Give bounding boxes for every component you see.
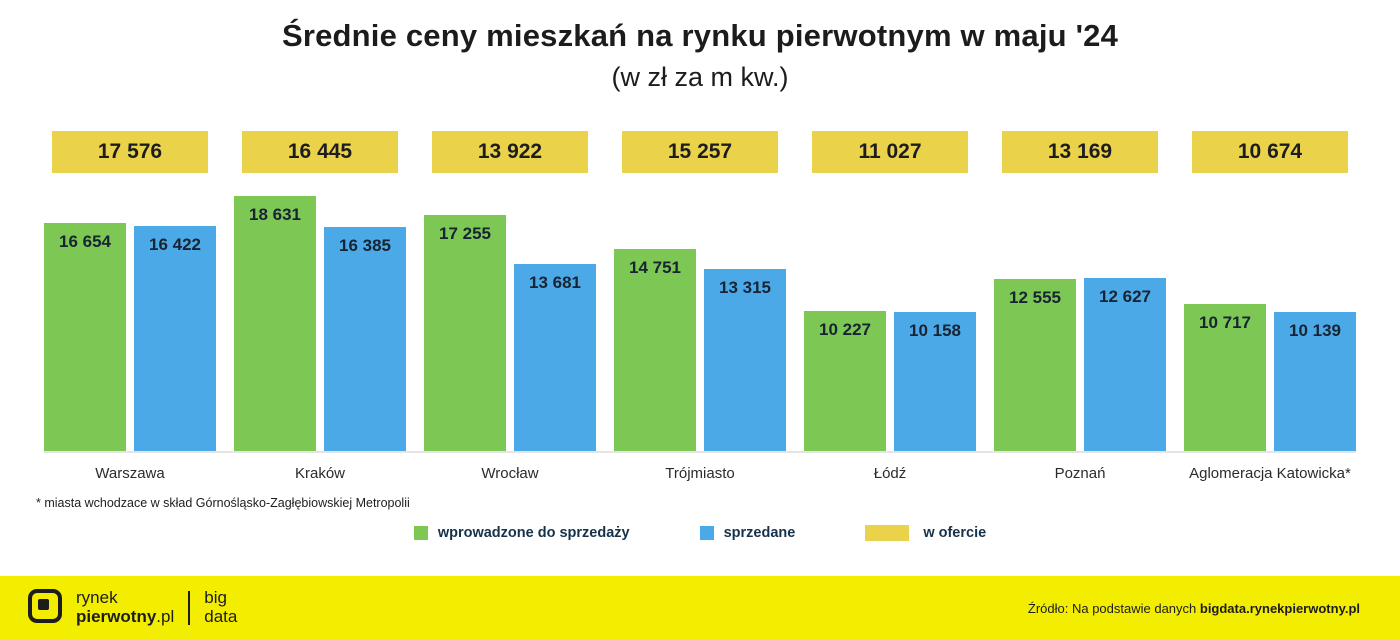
bar-pair: 17 255 13 681	[424, 173, 596, 451]
legend-item-sold: sprzedane	[699, 525, 796, 541]
bar-value-label: 17 255	[439, 224, 491, 243]
offer-badge: 17 576	[52, 131, 208, 173]
source-prefix: Źródło: Na podstawie danych	[1027, 600, 1200, 616]
chart-groups: 17 576 16 654 16 422 16 445 18 631 16 385 13 9…	[44, 131, 1356, 451]
legend-label-offer: w ofercie	[923, 525, 987, 541]
bar-introduced: 10 227	[804, 311, 886, 451]
category-label: Poznań	[1054, 465, 1106, 482]
chart-subtitle: (w zł za m kw.)	[611, 62, 789, 92]
bar-value-label: 16 385	[339, 236, 391, 255]
brand-name: rynek pierwotny.pl	[76, 588, 175, 626]
bigdata-line1: big	[204, 588, 227, 608]
chart-group: 10 674 10 717 10 139	[1184, 131, 1356, 451]
category-label: Wrocław	[481, 465, 539, 482]
bar-value-label: 10 717	[1199, 313, 1251, 332]
bar-value-label: 10 158	[909, 321, 961, 340]
brand-logo: rynek pierwotny.pl big data	[28, 588, 238, 628]
bar-pair: 18 631 16 385	[234, 173, 406, 451]
bar-introduced: 18 631	[234, 196, 316, 451]
bar-pair: 10 717 10 139	[1184, 173, 1356, 451]
footer-bar: rynek pierwotny.pl big data Źródło: Na p…	[0, 576, 1400, 640]
bar-introduced: 17 255	[424, 215, 506, 451]
category-label: Łódź	[873, 465, 907, 482]
chart-group: 16 445 18 631 16 385	[234, 131, 406, 451]
footnote: * miasta wchodzace w skład Górnośląsko-Z…	[36, 496, 410, 510]
category-label: Aglomeracja Katowicka*	[1189, 465, 1351, 482]
bar-sold: 16 385	[324, 227, 406, 451]
bar-sold: 10 139	[1274, 312, 1356, 451]
bar-value-label: 13 681	[529, 273, 581, 292]
bar-introduced: 10 717	[1184, 304, 1266, 451]
bar-pair: 10 227 10 158	[804, 173, 976, 451]
bar-sold: 12 627	[1084, 278, 1166, 451]
offer-badge: 10 674	[1192, 131, 1348, 173]
offer-badge: 13 922	[432, 131, 588, 173]
chart-group: 15 257 14 751 13 315	[614, 131, 786, 451]
legend-label-introduced: wprowadzone do sprzedaży	[437, 525, 630, 541]
bar-value-label: 16 654	[59, 232, 111, 251]
bar-introduced: 12 555	[994, 279, 1076, 451]
bigdata-label: big data	[204, 588, 238, 626]
brand-mark-icon	[28, 588, 62, 628]
axis-line	[44, 451, 1356, 453]
category-label: Trójmiasto	[665, 465, 735, 482]
bar-value-label: 10 227	[819, 320, 871, 339]
bigdata-line2: data	[204, 607, 238, 626]
legend-item-introduced: wprowadzone do sprzedaży	[413, 525, 630, 541]
bar-value-label: 10 139	[1289, 321, 1341, 340]
bar-sold: 10 158	[894, 312, 976, 451]
brand-line2-bold: pierwotny	[76, 607, 157, 626]
chart-title: Średnie ceny mieszkań na rynku pierwotny…	[281, 18, 1119, 53]
category-label: Warszawa	[95, 465, 165, 482]
legend-swatch-blue	[699, 526, 714, 540]
bar-value-label: 12 555	[1009, 288, 1061, 307]
offer-badge: 15 257	[622, 131, 778, 173]
bar-introduced: 16 654	[44, 223, 126, 451]
bar-pair: 14 751 13 315	[614, 173, 786, 451]
bar-value-label: 18 631	[249, 205, 301, 224]
bar-sold: 13 681	[514, 264, 596, 451]
chart-group: 17 576 16 654 16 422	[44, 131, 216, 451]
bar-value-label: 12 627	[1099, 287, 1151, 306]
category-label: Kraków	[294, 465, 346, 482]
category-labels: Warszawa Kraków Wrocław Trójmiasto Łódź Pozna…	[44, 453, 1356, 482]
bar-pair: 12 555 12 627	[994, 173, 1166, 451]
bar-value-label: 14 751	[629, 258, 681, 277]
legend-label-sold: sprzedane	[723, 525, 796, 541]
chart-group: 13 169 12 555 12 627	[994, 131, 1166, 451]
legend-item-offer: w ofercie	[865, 525, 986, 541]
brand-divider	[188, 591, 191, 625]
bar-chart: 17 576 16 654 16 422 16 445 18 631 16 385 13 9…	[0, 131, 1400, 482]
offer-badge: 16 445	[242, 131, 398, 173]
bar-pair: 16 654 16 422	[44, 173, 216, 451]
legend-swatch-yellow	[865, 525, 910, 541]
chart-group: 13 922 17 255 13 681	[424, 131, 596, 451]
offer-badge: 11 027	[812, 131, 968, 173]
bar-value-label: 13 315	[719, 278, 771, 297]
bar-sold: 13 315	[704, 269, 786, 451]
bar-introduced: 14 751	[614, 249, 696, 451]
legend: wprowadzone do sprzedaży sprzedane w ofe…	[0, 525, 1400, 541]
source-domain: bigdata.rynekpierwotny.pl	[1199, 600, 1360, 616]
bar-value-label: 16 422	[149, 235, 201, 254]
offer-badge: 13 169	[1002, 131, 1158, 173]
legend-swatch-green	[413, 526, 428, 540]
bar-sold: 16 422	[134, 226, 216, 451]
source-credit: Źródło: Na podstawie danych bigdata.ryne…	[1028, 601, 1360, 616]
chart-group: 11 027 10 227 10 158	[804, 131, 976, 451]
brand-line2-suffix: .pl	[156, 607, 175, 626]
brand-line1: rynek	[76, 588, 118, 608]
